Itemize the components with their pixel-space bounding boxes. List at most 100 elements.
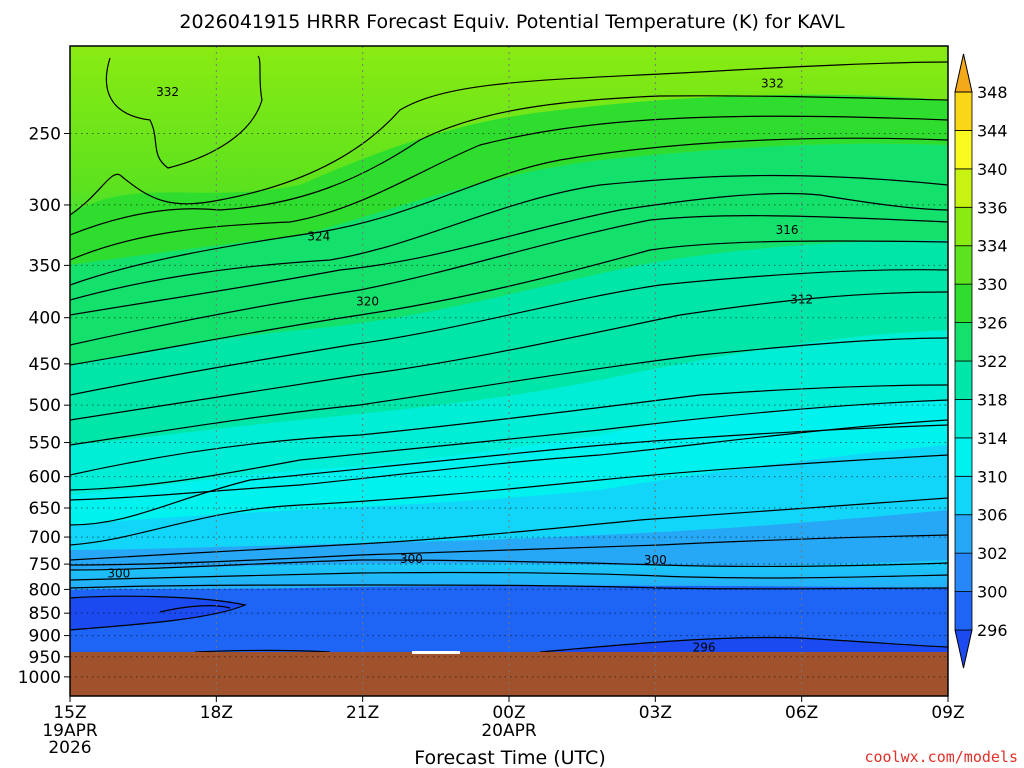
y-tick-label: 950 bbox=[29, 648, 61, 668]
contour-line bbox=[159, 605, 231, 613]
y-tick-label: 900 bbox=[29, 627, 61, 647]
y-tick-label: 650 bbox=[29, 499, 61, 519]
contour-line bbox=[539, 636, 948, 653]
contour-line bbox=[70, 497, 948, 561]
band-seafoam bbox=[70, 240, 948, 445]
x-tick-sublabel: 19APR bbox=[42, 721, 98, 741]
contour-line bbox=[70, 559, 948, 571]
colorbar-label: 340 bbox=[977, 160, 1008, 179]
colorbar-segment bbox=[954, 360, 973, 400]
x-axis-label: Forecast Time (UTC) bbox=[414, 747, 605, 768]
contour-line bbox=[70, 215, 948, 346]
y-axis: 250 300 350 400 450 500 550 600 650 700 750 800 850 9… bbox=[18, 124, 70, 688]
contour-label: 316 bbox=[776, 223, 799, 237]
colorbar-segment bbox=[954, 591, 973, 631]
contour-line bbox=[70, 595, 247, 631]
y-tick-label: 1000 bbox=[18, 668, 61, 688]
x-tick-label: 06Z bbox=[785, 703, 818, 723]
contour-line bbox=[70, 384, 948, 476]
contour-line bbox=[70, 291, 948, 421]
contour-line bbox=[70, 269, 948, 396]
ground-gap bbox=[412, 651, 460, 654]
colorbar-segment bbox=[954, 130, 973, 170]
colorbar-segment bbox=[954, 206, 973, 247]
contour-line bbox=[70, 584, 948, 590]
colorbar-label: 302 bbox=[977, 544, 1008, 563]
x-tick-label: 00Z bbox=[492, 703, 525, 723]
colorbar-label: 310 bbox=[977, 467, 1008, 486]
y-tick-label: 600 bbox=[29, 468, 61, 488]
contour-line bbox=[70, 337, 948, 446]
colorbar-segment bbox=[954, 437, 973, 477]
y-tick-label: 450 bbox=[29, 355, 61, 375]
contour-line bbox=[70, 192, 948, 316]
credit-text: coolwx.com/models bbox=[864, 748, 1018, 766]
contour-label: 320 bbox=[356, 295, 379, 309]
colorbar-segment bbox=[954, 168, 973, 208]
grid bbox=[70, 46, 948, 696]
y-tick-label: 500 bbox=[29, 396, 61, 416]
x-tick-sublabel: 2026 bbox=[48, 738, 91, 758]
y-tick-label: 250 bbox=[29, 124, 61, 144]
band-lightblue bbox=[70, 445, 948, 550]
contour-line bbox=[70, 534, 948, 566]
x-tick-sublabel: 20APR bbox=[481, 721, 537, 741]
colorbar-arrow-bottom bbox=[954, 629, 973, 669]
colorbar-label: 314 bbox=[977, 429, 1008, 448]
y-tick-label: 800 bbox=[29, 580, 61, 600]
y-tick-label: 850 bbox=[29, 604, 61, 624]
contour-line bbox=[70, 61, 948, 216]
contour-label: 300 bbox=[400, 552, 423, 566]
contour-label: 300 bbox=[107, 566, 130, 580]
contour-line bbox=[70, 419, 948, 501]
contour-label: 332 bbox=[761, 76, 784, 90]
chart-title: 2026041915 HRRR Forecast Equiv. Potentia… bbox=[179, 11, 845, 33]
contour-line bbox=[70, 95, 948, 236]
y-tick-label: 700 bbox=[29, 528, 61, 548]
contour-line bbox=[105, 55, 263, 169]
contour-line bbox=[70, 571, 948, 581]
y-tick-label: 350 bbox=[29, 256, 61, 276]
contour-lines bbox=[70, 55, 948, 653]
contour-line bbox=[70, 424, 948, 526]
colorbar-label: 336 bbox=[977, 198, 1008, 217]
colorbar-segment bbox=[954, 245, 973, 285]
colorbar: 296 300 302 306 310 314 318 322 326 330 334 336 340 3… bbox=[954, 53, 1008, 669]
colorbar-label: 348 bbox=[977, 83, 1008, 102]
colorbar-segment bbox=[954, 475, 973, 516]
colorbar-label: 322 bbox=[977, 352, 1008, 371]
colorbar-label: 330 bbox=[977, 275, 1008, 294]
colorbar-segment bbox=[954, 283, 973, 323]
colorbar-segment bbox=[954, 514, 973, 554]
y-tick-label: 400 bbox=[29, 309, 61, 329]
contour-line bbox=[70, 399, 948, 491]
contour-line bbox=[70, 454, 948, 546]
colorbar-segment bbox=[954, 91, 973, 131]
colorbar-arrow-top bbox=[954, 53, 973, 93]
y-tick-label: 550 bbox=[29, 434, 61, 454]
contour-line bbox=[70, 174, 948, 301]
contour-label: 300 bbox=[644, 553, 667, 567]
x-tick-label: 03Z bbox=[639, 703, 672, 723]
contour-label: 332 bbox=[156, 85, 179, 99]
contour-label: 324 bbox=[307, 229, 330, 243]
colorbar-label: 344 bbox=[977, 121, 1008, 140]
colorbar-label: 318 bbox=[977, 390, 1008, 409]
band-deepblue-left bbox=[70, 596, 245, 630]
colorbar-segment bbox=[954, 322, 973, 362]
colorbar-label: 334 bbox=[977, 237, 1008, 256]
contour-line bbox=[70, 137, 948, 286]
y-tick-label: 300 bbox=[29, 196, 61, 216]
contour-line bbox=[194, 649, 331, 653]
x-tick-label: 18Z bbox=[200, 703, 233, 723]
x-tick-label: 21Z bbox=[346, 703, 379, 723]
colorbar-label: 306 bbox=[977, 506, 1008, 525]
y-tick-label: 750 bbox=[29, 555, 61, 575]
colorbar-segment bbox=[954, 552, 973, 592]
x-tick-label: 09Z bbox=[931, 703, 964, 723]
contour-line bbox=[70, 115, 948, 261]
colorbar-label: 296 bbox=[977, 621, 1008, 640]
